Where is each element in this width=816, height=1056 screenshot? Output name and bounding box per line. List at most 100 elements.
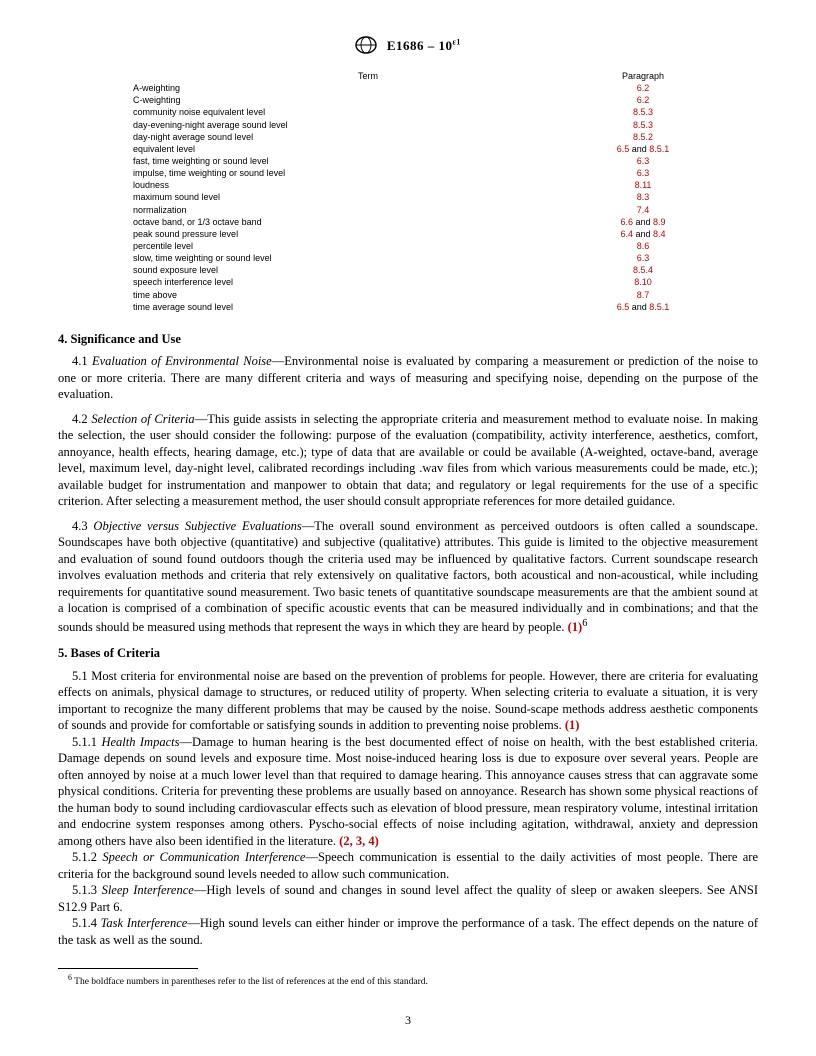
astm-logo [355,36,377,58]
term-cell: octave band, or 1/3 octave band [133,216,603,228]
ref-link[interactable]: 8.11 [635,180,652,190]
content: 4. Significance and Use 4.1 Evaluation o… [0,331,816,949]
paragraph-cell: 8.6 [603,240,683,252]
ref-link[interactable]: 8.6 [637,241,650,251]
table-row: day-evening-night average sound level 8.5… [133,119,683,131]
para-5-1-2: 5.1.2 Speech or Communication Interferen… [58,849,758,882]
table-row: fast, time weighting or sound level6.3 [133,155,683,167]
ref-link[interactable]: (1) [568,620,583,634]
table-row: normalization 7.4 [133,204,683,216]
para-4-3: 4.3 Objective versus Subjective Evaluati… [58,518,758,636]
paragraph-cell: 6.5 and 8.5.1 [603,143,683,155]
paragraph-cell: 8.5.4 [603,264,683,276]
term-cell: day-night average sound level [133,131,603,143]
ref-link[interactable]: 8.9 [653,217,666,227]
term-cell: day-evening-night average sound level [133,119,603,131]
table-row: community noise equivalent level 8.5.3 [133,106,683,118]
ref-link[interactable]: 6.5 [617,144,630,154]
paragraph-cell: 8.10 [603,276,683,288]
term-cell: C-weighting [133,94,603,106]
table-row: sound exposure level 8.5.4 [133,264,683,276]
ref-link[interactable]: 8.5.2 [633,132,653,142]
ref-link[interactable]: 6.2 [637,95,650,105]
col-term: Term [133,70,603,82]
ref-link[interactable]: (1) [565,718,580,732]
page-header: E1686 – 10ε1 [0,0,816,58]
term-cell: maximum sound level [133,191,603,203]
table-row: time average sound level6.5 and 8.5.1 [133,301,683,313]
paragraph-cell: 6.5 and 8.5.1 [603,301,683,313]
table-row: peak sound pressure level6.4 and 8.4 [133,228,683,240]
ref-link[interactable]: 6.5 [617,302,630,312]
ref-link[interactable]: 7.4 [637,205,650,215]
term-cell: A-weighting [133,82,603,94]
page-number: 3 [0,1013,816,1028]
paragraph-cell: 6.3 [603,155,683,167]
term-cell: slow, time weighting or sound level [133,252,603,264]
ref-link[interactable]: 6.6 [620,217,633,227]
ref-link[interactable]: 8.5.1 [649,302,669,312]
paragraph-cell: 6.2 [603,82,683,94]
header-designation: E1686 – 10 [387,38,453,53]
ref-link[interactable]: 6.2 [637,83,650,93]
para-4-1: 4.1 Evaluation of Environmental Noise—En… [58,353,758,403]
term-table: Term Paragraph A-weighting 6.2 C-weighting… [133,70,683,313]
para-5-1-4: 5.1.4 Task Interference—High sound level… [58,915,758,948]
ref-link[interactable]: 8.4 [653,229,666,239]
ref-link[interactable]: 8.5.3 [633,107,653,117]
ref-link[interactable]: (2, 3, 4) [339,834,379,848]
section-5-heading: 5. Bases of Criteria [58,645,758,662]
ref-link[interactable]: 8.7 [637,290,650,300]
table-row: maximum sound level 8.3 [133,191,683,203]
term-cell: time above [133,289,603,301]
term-cell: sound exposure level [133,264,603,276]
para-5-1-3: 5.1.3 Sleep Interference—High levels of … [58,882,758,915]
footnote: 6 The boldface numbers in parentheses re… [0,973,816,989]
section-4-heading: 4. Significance and Use [58,331,758,348]
paragraph-cell: 6.3 [603,252,683,264]
para-5-1: 5.1 Most criteria for environmental nois… [58,668,758,734]
para-4-2: 4.2 Selection of Criteria—This guide ass… [58,411,758,510]
term-cell: equivalent level [133,143,603,155]
header-epsilon: ε1 [453,38,461,47]
term-cell: speech interference level [133,276,603,288]
table-row: A-weighting 6.2 [133,82,683,94]
ref-link[interactable]: 6.3 [637,168,650,178]
para-5-1-1: 5.1.1 Health Impacts—Damage to human hea… [58,734,758,850]
ref-link[interactable]: 6.4 [620,229,633,239]
ref-link[interactable]: 6.3 [637,156,650,166]
table-row: octave band, or 1/3 octave band6.6 and 8… [133,216,683,228]
table-row: equivalent level6.5 and 8.5.1 [133,143,683,155]
ref-link[interactable]: 8.10 [634,277,652,287]
paragraph-cell: 8.5.3 [603,106,683,118]
table-row: slow, time weighting or sound level 6.3 [133,252,683,264]
table-row: day-night average sound level 8.5.2 [133,131,683,143]
paragraph-cell: 8.7 [603,289,683,301]
table-row: loudness 8.11 [133,179,683,191]
paragraph-cell: 7.4 [603,204,683,216]
term-cell: community noise equivalent level [133,106,603,118]
paragraph-cell: 8.5.2 [603,131,683,143]
paragraph-cell: 8.11 [603,179,683,191]
term-cell: normalization [133,204,603,216]
table-row: time above 8.7 [133,289,683,301]
ref-link[interactable]: 8.5.4 [633,265,653,275]
table-row: impulse, time weighting or sound level 6.… [133,167,683,179]
term-cell: percentile level [133,240,603,252]
table-header-row: Term Paragraph [133,70,683,82]
ref-link[interactable]: 8.3 [637,192,650,202]
footnote-rule [58,968,198,969]
term-cell: impulse, time weighting or sound level [133,167,603,179]
ref-link[interactable]: 6.3 [637,253,650,263]
term-cell: loudness [133,179,603,191]
term-cell: time average sound level [133,301,603,313]
ref-link[interactable]: 8.5.1 [649,144,669,154]
paragraph-cell: 6.6 and 8.9 [603,216,683,228]
paragraph-cell: 6.2 [603,94,683,106]
paragraph-cell: 8.3 [603,191,683,203]
ref-link[interactable]: 8.5.3 [633,120,653,130]
table-row: percentile level 8.6 [133,240,683,252]
paragraph-cell: 6.4 and 8.4 [603,228,683,240]
paragraph-cell: 8.5.3 [603,119,683,131]
term-cell: peak sound pressure level [133,228,603,240]
